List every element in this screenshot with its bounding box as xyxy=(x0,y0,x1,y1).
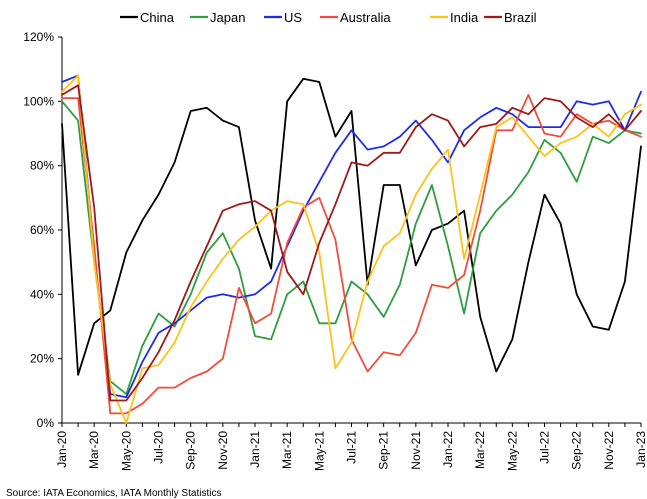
legend: China Japan US Australia India Brazil xyxy=(120,10,537,25)
x-tick-label: May-20 xyxy=(119,431,133,471)
x-tick-label: Jan-20 xyxy=(55,431,69,468)
x-tick-label: Jan-21 xyxy=(248,431,262,468)
x-tick-label: Jan-23 xyxy=(634,431,647,468)
y-tick-label: 0% xyxy=(37,416,55,430)
series-lines xyxy=(61,74,642,424)
y-tick-label: 60% xyxy=(30,223,54,237)
y-tick-label: 80% xyxy=(30,159,54,173)
x-tick-label: Jul-22 xyxy=(538,431,552,464)
x-tick-label: Mar-21 xyxy=(280,431,294,469)
series-line-brazil xyxy=(61,84,642,402)
series-line-india xyxy=(61,74,642,424)
series-line-china xyxy=(61,77,642,376)
x-tick-label: Sep-22 xyxy=(570,431,584,470)
x-tick-label: Nov-21 xyxy=(409,431,423,470)
legend-label-japan: Japan xyxy=(210,10,245,25)
y-tick-label: 20% xyxy=(30,352,54,366)
source-note: Source: IATA Economics, IATA Monthly Sta… xyxy=(6,488,221,499)
legend-label-australia: Australia xyxy=(340,10,391,25)
y-tick-label: 100% xyxy=(23,94,54,108)
legend-label-us: US xyxy=(284,10,302,25)
x-tick-label: Jul-20 xyxy=(152,431,166,464)
y-axis: 0% 20% 40% 60% 80% 100% 120% xyxy=(23,30,63,430)
series-line-us xyxy=(61,74,642,399)
x-axis: Jan-20 Mar-20 May-20 Jul-20 Sep-20 Nov-20 Jan-… xyxy=(55,422,647,471)
y-tick-label: 40% xyxy=(30,287,54,301)
x-tick-label: Jul-21 xyxy=(345,431,359,464)
x-tick-label: Jan-22 xyxy=(441,431,455,468)
x-tick-label: Sep-21 xyxy=(377,431,391,470)
x-tick-label: Nov-22 xyxy=(602,431,616,470)
x-tick-label: May-21 xyxy=(312,431,326,471)
series-line-japan xyxy=(61,100,642,396)
legend-label-china: China xyxy=(140,10,175,25)
x-tick-label: May-22 xyxy=(505,431,519,471)
x-tick-label: Nov-20 xyxy=(216,431,230,470)
series-line-australia xyxy=(61,94,642,415)
legend-label-brazil: Brazil xyxy=(504,10,537,25)
x-tick-label: Sep-20 xyxy=(184,431,198,470)
x-tick-label: Mar-22 xyxy=(473,431,487,469)
y-tick-label: 120% xyxy=(23,30,54,44)
x-tick-label: Mar-20 xyxy=(87,431,101,469)
legend-label-india: India xyxy=(450,10,479,25)
